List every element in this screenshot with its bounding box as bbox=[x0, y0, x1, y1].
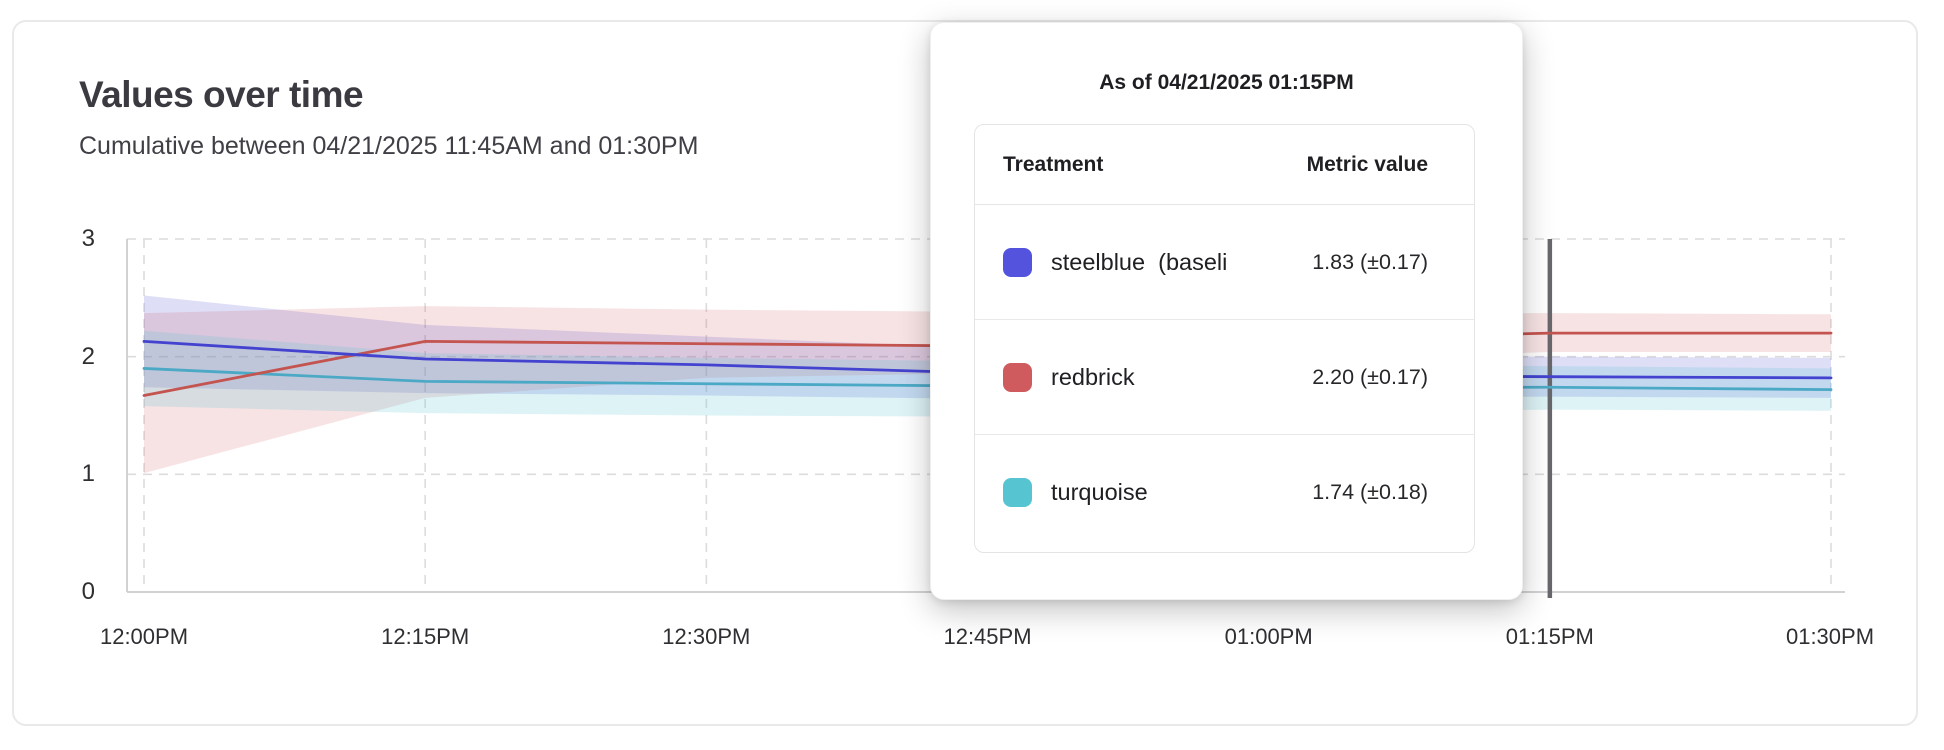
x-tick-label-12:15PM: 12:15PM bbox=[381, 624, 470, 649]
x-tick-label-12:45PM: 12:45PM bbox=[943, 624, 1032, 649]
tooltip-row-3: turquoise 1.74 (±0.18) bbox=[975, 435, 1474, 550]
x-tick-label-01:30PM: 01:30PM bbox=[1785, 624, 1875, 649]
treatment-column-header: Treatment bbox=[1003, 152, 1104, 176]
treatment-label: redbrick bbox=[1051, 363, 1135, 390]
hover-tooltip: As of 04/21/2025 01:15PM Treatment Metri… bbox=[930, 22, 1523, 600]
x-tick-label-01:00PM: 01:00PM bbox=[1224, 624, 1313, 649]
metric-value: 2.20 (±0.17) bbox=[1312, 364, 1428, 389]
legend-swatch-icon bbox=[1003, 247, 1032, 277]
tooltip-row-1: steelblue (baseli 1.83 (±0.17) bbox=[975, 205, 1474, 320]
metric-value: 1.74 (±0.18) bbox=[1312, 480, 1428, 504]
page-title: Values over time bbox=[79, 74, 364, 115]
x-tick-label-12:30PM: 12:30PM bbox=[662, 624, 751, 649]
metric-value: 1.83 (±0.17) bbox=[1312, 249, 1428, 274]
metric-value-column-header: Metric value bbox=[1306, 152, 1428, 176]
y-tick-label-2: 2 bbox=[81, 342, 95, 370]
legend-swatch-icon bbox=[1003, 478, 1032, 507]
tooltip-table: Treatment Metric value steelblue (baseli… bbox=[974, 124, 1475, 553]
tooltip-table-header: Treatment Metric value bbox=[975, 125, 1474, 205]
y-tick-label-1: 1 bbox=[81, 460, 95, 488]
tooltip-title: As of 04/21/2025 01:15PM bbox=[1099, 71, 1354, 94]
legend-swatch-icon bbox=[1003, 362, 1032, 392]
treatment-label: steelblue (baseli bbox=[1051, 248, 1228, 275]
y-tick-label-3: 3 bbox=[81, 225, 95, 252]
y-tick-label-0: 0 bbox=[81, 578, 95, 605]
treatment-label: turquoise bbox=[1051, 479, 1148, 505]
x-tick-label-12:00PM: 12:00PM bbox=[99, 624, 189, 649]
tooltip-row-2: redbrick 2.20 (±0.17) bbox=[975, 320, 1474, 435]
chart-subtitle: Cumulative between 04/21/2025 11:45AM an… bbox=[79, 132, 699, 160]
x-tick-label-01:15PM: 01:15PM bbox=[1505, 624, 1594, 649]
